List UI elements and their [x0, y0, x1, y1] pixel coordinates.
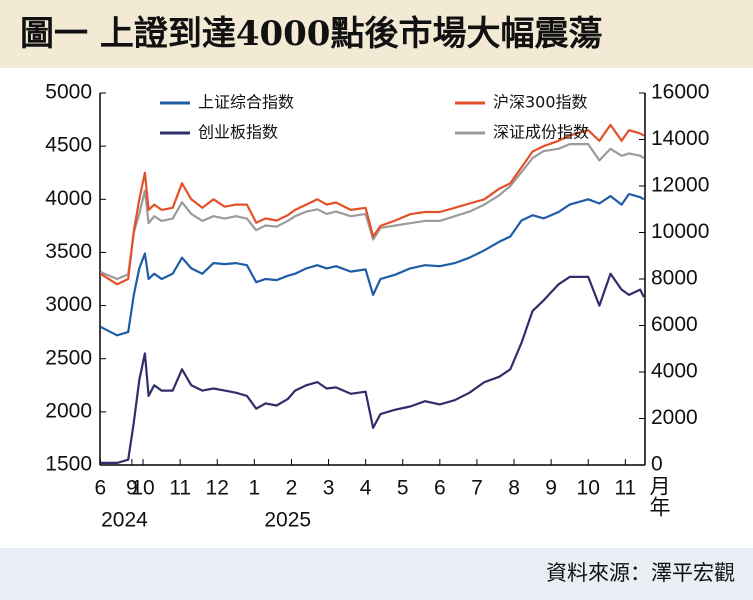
y-tick-label: 1500	[45, 453, 92, 476]
x-tick-label: 12	[206, 477, 229, 500]
series-line	[99, 143, 645, 281]
series-line	[99, 123, 645, 286]
x-tick-label: 10	[131, 477, 154, 500]
y2-tick-label: 4000	[651, 360, 698, 383]
x-tick-label: 2	[286, 477, 298, 500]
legend-label: 深证成份指数	[493, 123, 589, 142]
source: 資料來源：澤平宏觀	[546, 561, 735, 585]
legend-label: 沪深300指数	[493, 93, 588, 112]
y2-tick-label: 2000	[651, 406, 698, 429]
y-tick-label: 2000	[45, 399, 92, 422]
source-band	[0, 548, 753, 600]
x-tick-label: 3	[323, 477, 335, 500]
y-tick-label: 3000	[45, 293, 92, 316]
y2-tick-label: 16000	[651, 81, 709, 104]
x-tick-label: 11	[614, 477, 636, 500]
y2-tick-label: 14000	[651, 127, 709, 150]
title-band	[0, 0, 753, 68]
x-tick-label: 6	[434, 477, 446, 500]
chart-title: 圖一 上證到達4000點後市場大幅震蕩	[20, 14, 602, 54]
series-line	[99, 192, 645, 337]
y-tick-label: 3500	[45, 240, 92, 263]
y2-tick-label: 12000	[651, 174, 709, 197]
year-label: 2024	[101, 509, 148, 532]
x-tick-label: 4	[360, 477, 372, 500]
y-tick-label: 5000	[45, 81, 92, 104]
x-tick-label: 7	[471, 477, 483, 500]
x-tick-label: 8	[508, 477, 520, 500]
y-tick-label: 4500	[45, 134, 92, 157]
y2-tick-label: 8000	[651, 267, 698, 290]
y2-tick-label: 6000	[651, 313, 698, 336]
x-tick-label: 5	[397, 477, 409, 500]
x-tick-label: 9	[545, 477, 557, 500]
x-unit: 月年	[647, 475, 671, 517]
x-tick-label: 9	[126, 477, 138, 500]
legend-label: 上证综合指数	[198, 93, 294, 112]
x-tick-label: 10	[577, 477, 600, 500]
y2-tick-label: 10000	[651, 220, 709, 243]
y2-tick-label: 0	[651, 453, 663, 476]
series-line	[100, 272, 645, 464]
x-tick-label: 11	[169, 477, 191, 500]
y-tick-label: 4000	[45, 187, 92, 210]
y-tick-label: 2500	[45, 346, 92, 369]
legend-label: 创业板指数	[198, 123, 278, 142]
x-tick-label: 1	[248, 477, 260, 500]
x-tick-label: 6	[95, 477, 107, 500]
year-label: 2025	[264, 509, 311, 532]
